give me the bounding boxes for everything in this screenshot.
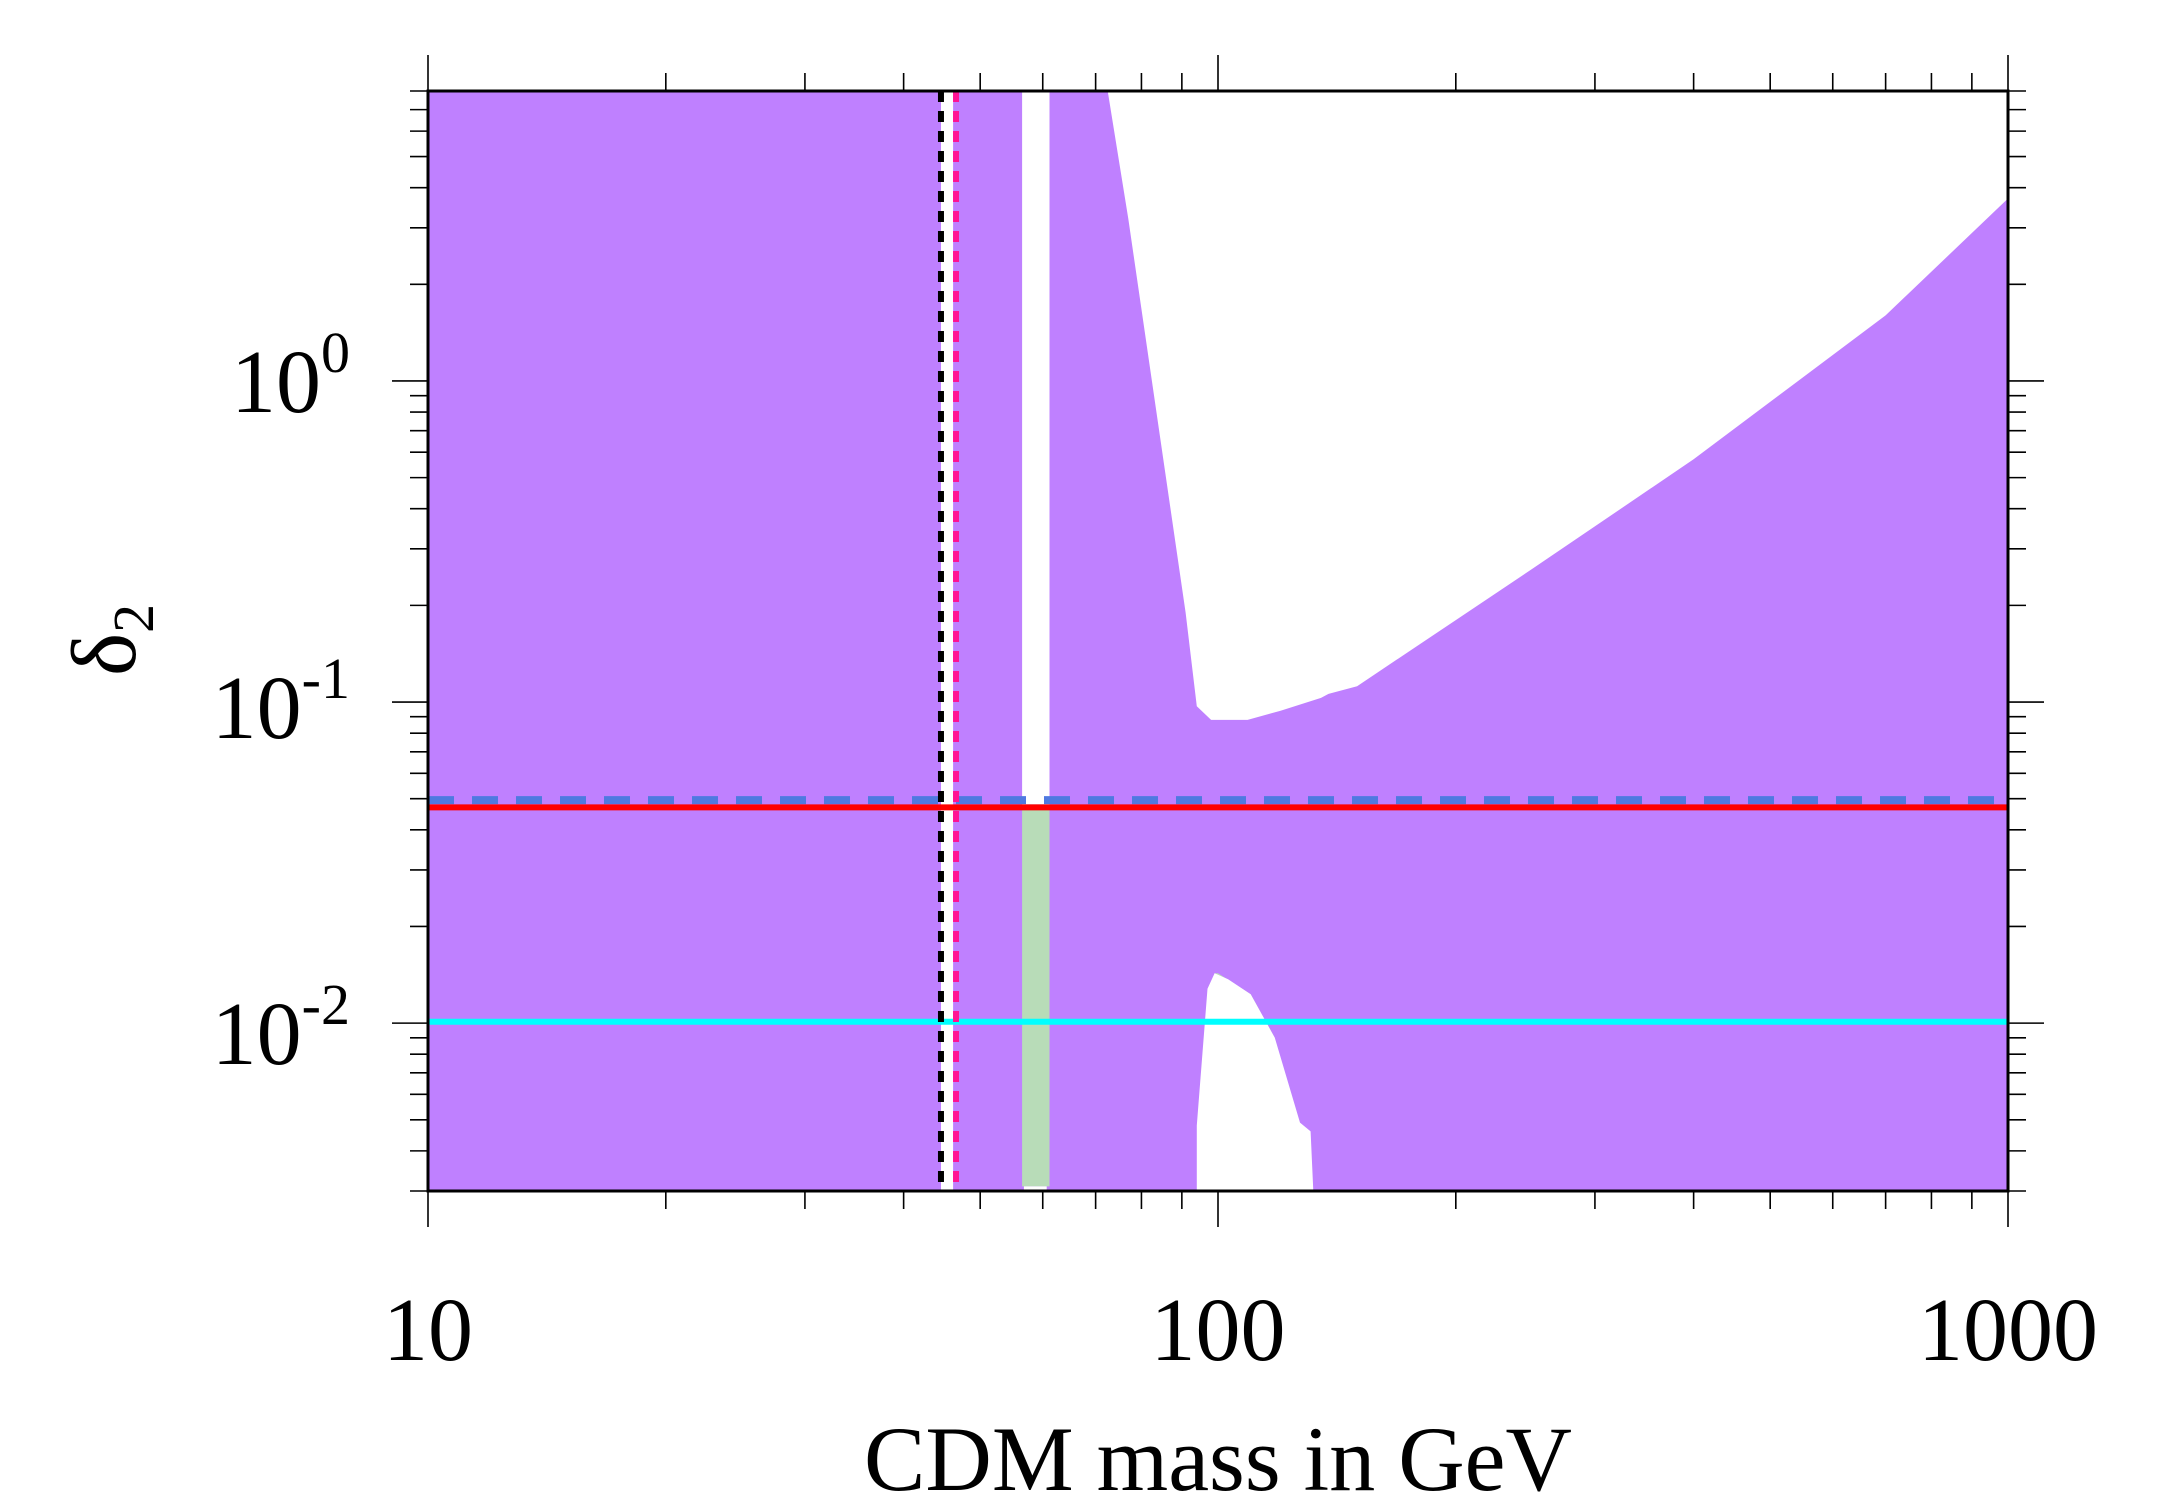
allowed-strip-low — [941, 91, 954, 1191]
y-tick-label-1: 100 — [231, 320, 350, 432]
y-tick-label-exponent: 0 — [321, 320, 350, 385]
relic-green-strip — [1022, 804, 1050, 1187]
y-tick-label-base: 10 — [212, 659, 302, 758]
y-tick-label-exponent: -1 — [302, 646, 350, 711]
y-tick-label-0.01: 10-2 — [212, 972, 350, 1084]
plot-frame — [426, 89, 2010, 1193]
x-tick-label-1000: 1000 — [1918, 1281, 2098, 1380]
allowed-lower-region — [1196, 973, 1314, 1191]
allowed-upper-region — [1107, 91, 2008, 720]
allowed-strip-higgs — [1022, 91, 1050, 805]
regions-layer — [941, 91, 2008, 1191]
y-axis-title-base: δ — [53, 633, 155, 676]
y-tick-label-exponent: -2 — [302, 972, 350, 1037]
ticks-layer — [392, 55, 2044, 1227]
x-axis-title: CDM mass in GeV — [864, 1408, 1572, 1510]
x-tick-label-100: 100 — [1151, 1281, 1286, 1380]
y-tick-label-0.1: 10-1 — [212, 646, 350, 758]
x-tick-label-10: 10 — [383, 1281, 473, 1380]
lines-layer — [428, 91, 2008, 1191]
y-axis-title-subscript: 2 — [101, 604, 166, 633]
y-tick-label-base: 10 — [231, 333, 321, 432]
y-tick-label-base: 10 — [212, 985, 302, 1084]
y-axis-title: δ2 — [53, 604, 166, 676]
